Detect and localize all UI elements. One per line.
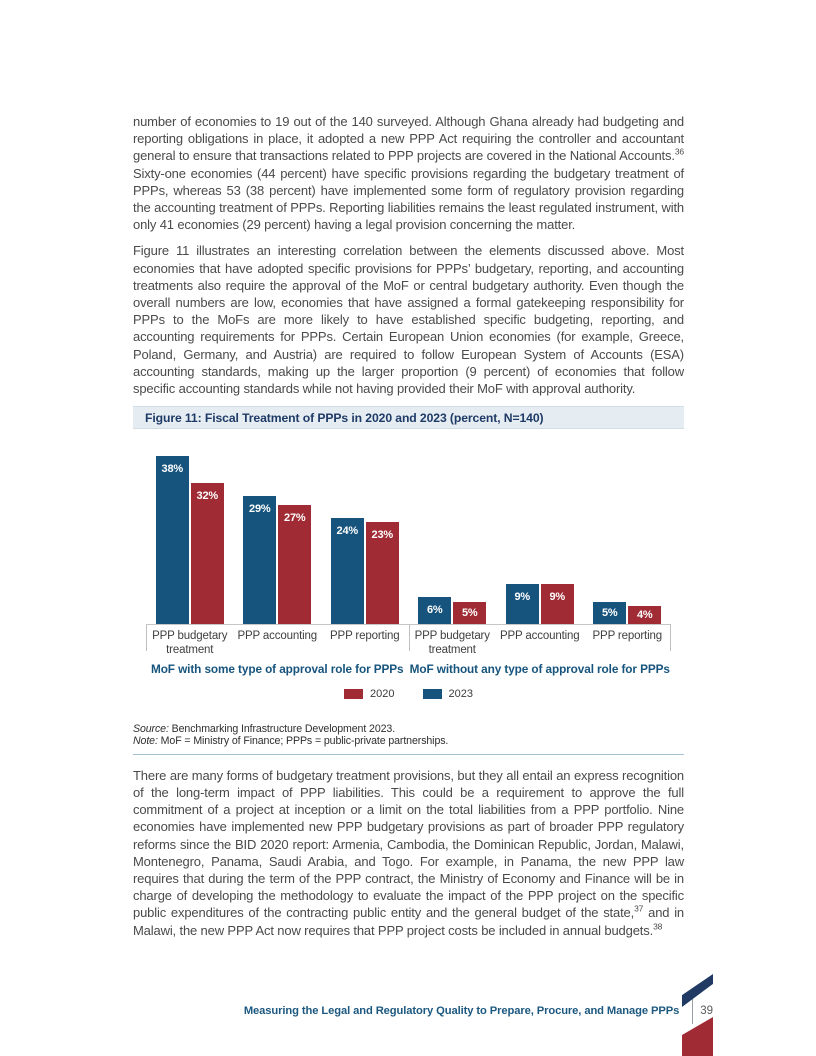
chart-bar-2023: 38% xyxy=(155,456,189,625)
category-label: PPP reporting xyxy=(330,630,400,643)
footnote-ref: 38 xyxy=(653,921,663,932)
source-text: Benchmarking Infrastructure Development … xyxy=(168,723,396,736)
figure-11-chart: 38% 32% 29% 27% 24% 23% 6% 5% 9% 9% 5% 4% PPP budge… xyxy=(146,456,671,676)
chart-group-2: 6% 5% 9% 9% 5% 4% xyxy=(409,456,672,625)
footnote-ref: 37 xyxy=(634,904,644,915)
legend-item-2020: 2020 xyxy=(344,687,395,700)
chart-category-cell: 38% 32% xyxy=(146,456,234,625)
figure-title-text: Figure 11: Fiscal Treatment of PPPs in 2… xyxy=(145,410,544,425)
bar-value-label: 5% xyxy=(602,606,618,619)
chart-category-axis: PPP budgetary treatment PPP accounting PPP… xyxy=(146,624,671,662)
figure-source-note: Source: Benchmarking Infrastructure Deve… xyxy=(133,723,684,748)
category-label: PPP budgetary treatment xyxy=(414,630,490,656)
chart-bar-2023: 9% xyxy=(505,584,539,625)
chart-bar-2020: 32% xyxy=(190,483,224,625)
chart-bar-2020: 5% xyxy=(453,602,487,625)
chart-legend: 2020 2023 xyxy=(133,687,684,700)
legend-label: 2023 xyxy=(448,687,473,700)
page-number: 39 xyxy=(700,1005,713,1017)
bar-value-label: 9% xyxy=(549,591,566,604)
chart-bar-2023: 5% xyxy=(593,602,627,625)
chart-category-cell: 24% 23% xyxy=(321,456,409,625)
axis-tick xyxy=(146,625,147,652)
bar-value-label: 9% xyxy=(514,591,531,604)
chart-bar-2023: 24% xyxy=(330,518,364,625)
chart-bar-2020: 27% xyxy=(278,505,312,625)
body-paragraph: Figure 11 illustrates an interesting cor… xyxy=(133,243,684,397)
bar-value-label: 27% xyxy=(284,512,306,525)
category-label-group-2: PPP budgetary treatment PPP accounting PPP… xyxy=(409,625,672,662)
chart-plot-area: 38% 32% 29% 27% 24% 23% 6% 5% 9% 9% 5% 4% xyxy=(146,456,672,625)
category-label: PPP budgetary treatment xyxy=(152,630,228,656)
bar-value-label: 38% xyxy=(161,463,184,476)
chart-bar-2020: 23% xyxy=(365,522,399,625)
bar-value-label: 4% xyxy=(637,608,653,621)
chart-group-labels: MoF with some type of approval role for … xyxy=(146,662,671,676)
legend-item-2023: 2023 xyxy=(422,687,473,700)
chart-bar-2020: 9% xyxy=(540,584,574,625)
body-paragraph: number of economies to 19 out of the 140… xyxy=(133,114,684,233)
bar-value-label: 5% xyxy=(462,606,478,619)
legend-swatch xyxy=(422,688,442,699)
closing-paragraphs: There are many forms of budgetary treatm… xyxy=(133,767,684,939)
bar-value-label: 32% xyxy=(196,490,219,503)
category-label: PPP accounting xyxy=(237,630,318,643)
category-label: PPP reporting xyxy=(592,630,663,643)
category-label: PPP accounting xyxy=(499,630,580,643)
figure-bottom-rule xyxy=(133,753,684,755)
chart-bar-2023: 6% xyxy=(418,597,452,625)
chart-category-cell: 29% 27% xyxy=(234,456,322,625)
figure-11: Figure 11: Fiscal Treatment of PPPs in 2… xyxy=(133,406,684,755)
page-content: number of economies to 19 out of the 140… xyxy=(133,0,684,948)
body-paragraph: There are many forms of budgetary treatm… xyxy=(133,767,685,938)
figure-note: Note: MoF = Ministry of Finance; PPPs = … xyxy=(133,735,684,748)
note-label: Note: xyxy=(133,735,158,748)
chart-category-cell: 9% 9% xyxy=(496,456,584,625)
chart-category-cell: 6% 5% xyxy=(409,456,497,625)
bar-value-label: 23% xyxy=(371,529,394,542)
figure-source: Source: Benchmarking Infrastructure Deve… xyxy=(133,723,684,736)
chart-bar-2023: 29% xyxy=(243,496,277,625)
chart-bar-2020: 4% xyxy=(628,606,662,625)
legend-swatch xyxy=(344,688,364,699)
chart-category-cell: 5% 4% xyxy=(584,456,672,625)
footer-running-title: Measuring the Legal and Regulatory Quali… xyxy=(243,1005,680,1017)
source-label: Source: xyxy=(133,723,169,736)
figure-title: Figure 11: Fiscal Treatment of PPPs in 2… xyxy=(133,406,684,430)
note-text: MoF = Ministry of Finance; PPPs = public… xyxy=(157,735,449,748)
intro-paragraphs: number of economies to 19 out of the 140… xyxy=(133,113,684,397)
category-label-group-1: PPP budgetary treatment PPP accounting PPP… xyxy=(146,625,409,662)
bar-value-label: 29% xyxy=(249,503,271,516)
bar-value-label: 6% xyxy=(427,604,443,617)
axis-tick xyxy=(670,625,671,652)
axis-tick xyxy=(408,625,410,652)
legend-label: 2020 xyxy=(370,687,395,700)
page-footer: Measuring the Legal and Regulatory Quali… xyxy=(0,998,713,1024)
chart-group-1: 38% 32% 29% 27% 24% 23% xyxy=(146,456,409,625)
bar-value-label: 24% xyxy=(336,525,359,538)
group-label-2: MoF without any type of approval role fo… xyxy=(409,662,670,677)
footnote-ref: 36 xyxy=(674,147,684,158)
footer-divider xyxy=(692,998,694,1024)
group-label-1: MoF with some type of approval role for … xyxy=(150,662,404,677)
